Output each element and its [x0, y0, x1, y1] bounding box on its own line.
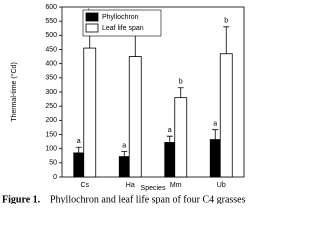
y-axis-label: Thermal-time (°Cd)	[10, 62, 18, 122]
error-bar	[75, 146, 82, 153]
y-tick-label: 350	[45, 75, 57, 82]
y-tick-label: 50	[49, 160, 57, 167]
error-bar	[223, 26, 230, 54]
y-tick-label: 300	[45, 89, 57, 96]
caption-label: Figure 1.	[2, 194, 41, 204]
significance-letter: a	[213, 121, 217, 128]
bar	[73, 152, 85, 178]
x-tick-label: Cs	[80, 182, 89, 189]
y-tick-label: 600	[45, 4, 57, 11]
error-bar	[166, 135, 173, 143]
significance-letter: a	[77, 138, 81, 145]
y-tick-label: 150	[45, 131, 57, 138]
error-bar	[121, 151, 128, 157]
bar	[128, 56, 142, 178]
y-tick-label: 200	[45, 117, 57, 124]
bar	[164, 142, 176, 178]
y-tick-label: 550	[45, 18, 57, 25]
y-tick-label: 250	[45, 103, 57, 110]
bar	[219, 53, 233, 178]
legend-swatch	[85, 12, 99, 22]
y-tick-label: 0	[53, 174, 57, 181]
x-tick-label: Ha	[126, 182, 135, 189]
bar	[209, 139, 221, 178]
error-bar	[177, 87, 184, 98]
y-tick-label: 450	[45, 46, 57, 53]
y-tick-label: 400	[45, 61, 57, 68]
legend-label: Leaf life span	[102, 25, 144, 32]
significance-letter: b	[224, 18, 228, 25]
bar	[83, 47, 97, 178]
y-tick-label: 500	[45, 32, 57, 39]
significance-letter: a	[122, 142, 126, 149]
error-bar	[212, 129, 219, 140]
legend-swatch	[85, 23, 99, 33]
significance-letter: b	[179, 79, 183, 86]
y-tick-label: 100	[45, 146, 57, 153]
legend-label: Phyllochron	[102, 14, 139, 21]
x-axis-label: Species	[141, 185, 166, 192]
chart: Thermal-time (°Cd) Species Figure 1. Phy…	[2, 4, 246, 204]
significance-letter: a	[168, 127, 172, 134]
caption: Phyllochron and leaf life span of four C…	[50, 194, 246, 204]
x-tick-label: Ub	[217, 182, 226, 189]
bar	[118, 156, 130, 178]
bar	[174, 97, 188, 178]
x-tick-label: Mm	[170, 182, 182, 189]
